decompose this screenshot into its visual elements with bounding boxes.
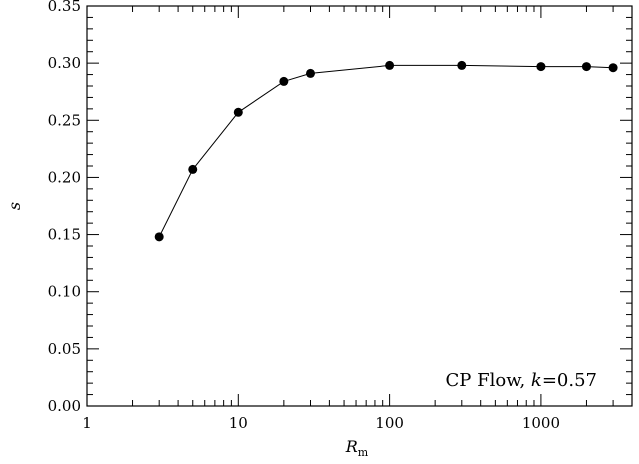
y-tick-label: 0.20	[48, 168, 81, 186]
x-tick-label: 1000	[522, 414, 560, 432]
y-tick-label: 0.35	[48, 0, 81, 15]
data-point	[188, 164, 198, 174]
y-tick-label: 0.10	[48, 283, 81, 301]
data-point	[581, 62, 591, 72]
y-tick-label: 0.15	[48, 226, 81, 244]
y-axis-label: s	[5, 202, 24, 210]
data-point	[536, 62, 546, 72]
data-point	[305, 68, 315, 78]
tick-labels: 1 10 100 1000 0.00 0.05 0.10 0.15 0.20 0.25 0.30 0.…	[48, 0, 560, 432]
data-points	[154, 60, 618, 242]
data-point	[154, 232, 164, 242]
x-tick-label: 10	[229, 414, 248, 432]
annotation: CP Flow, k=0.57	[446, 370, 598, 391]
data-point	[457, 60, 467, 70]
x-axis-label: Rm	[345, 437, 369, 459]
y-tick-label: 0.05	[48, 340, 81, 358]
y-tick-label: 0.30	[48, 54, 81, 72]
x-tick-label: 1	[82, 414, 92, 432]
series-line	[158, 64, 614, 238]
data-point	[279, 76, 289, 86]
data-point	[608, 63, 618, 73]
data-point	[385, 60, 395, 70]
x-tick-label: 100	[375, 414, 404, 432]
data-point	[233, 107, 243, 117]
y-tick-label: 0.00	[48, 397, 81, 415]
plot-frame	[86, 5, 633, 407]
ticks	[86, 5, 633, 407]
y-tick-label: 0.25	[48, 111, 81, 129]
